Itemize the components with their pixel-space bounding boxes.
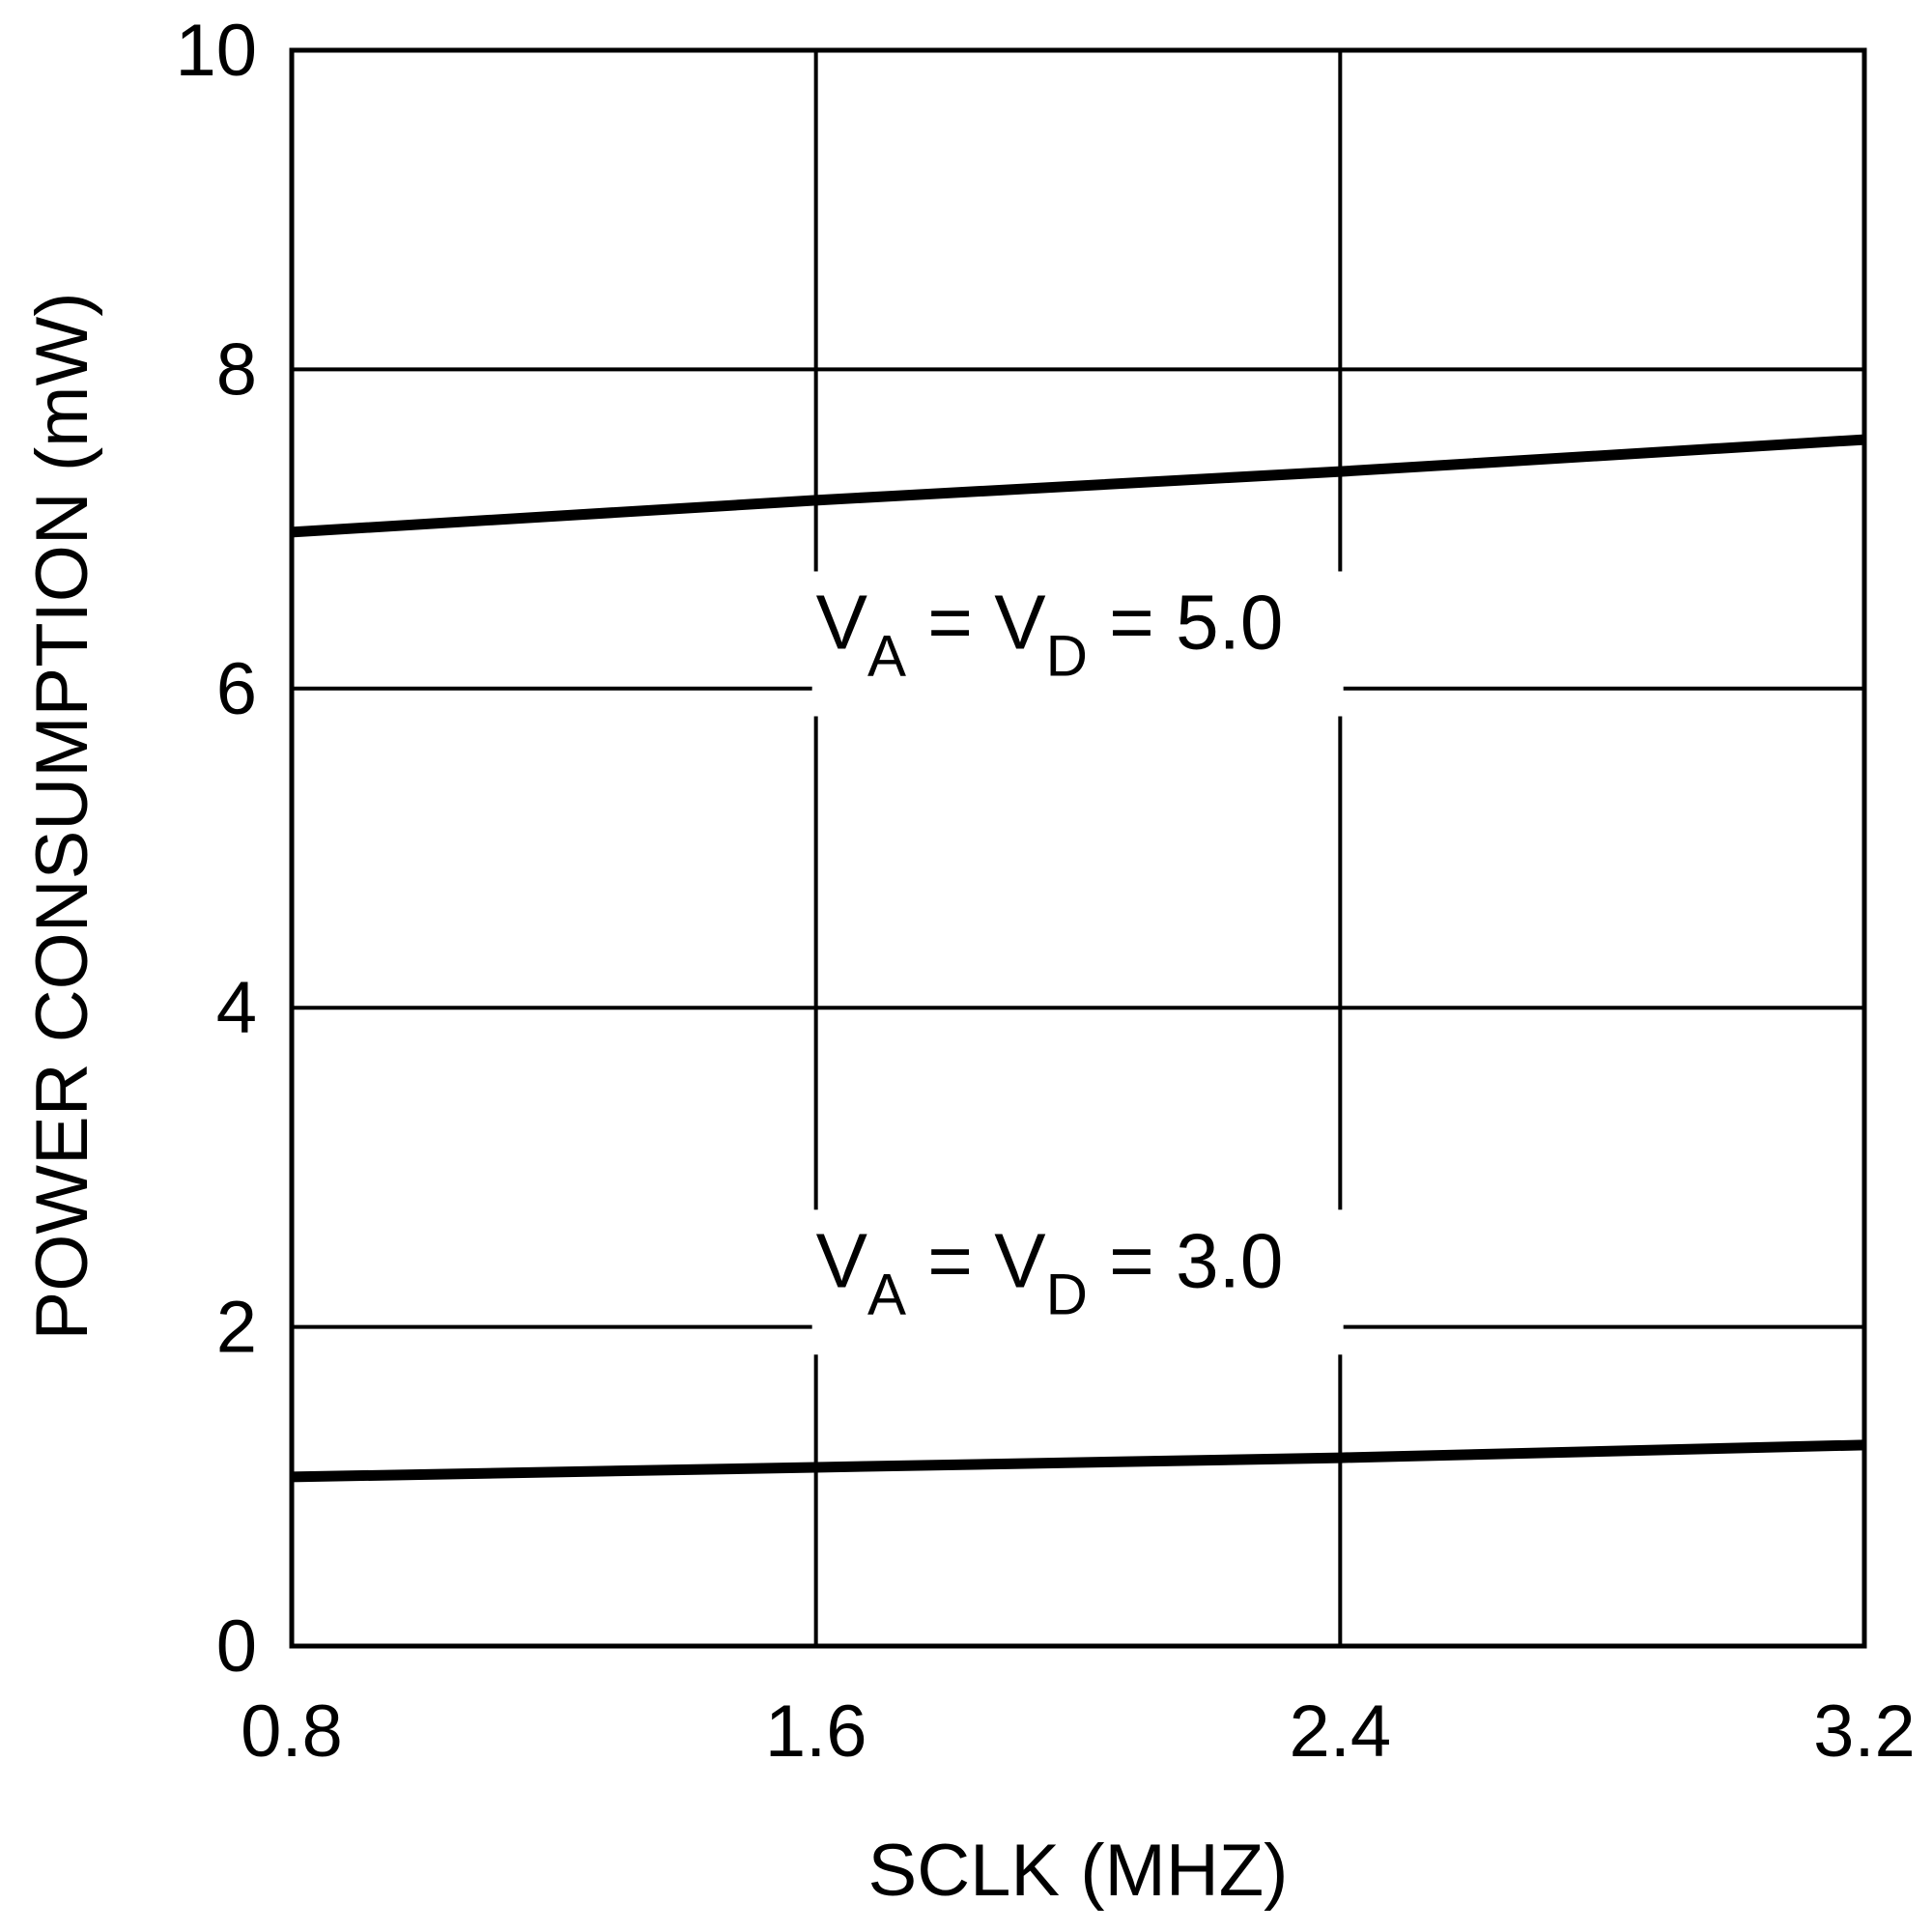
series-label-text: = V — [906, 580, 1046, 666]
series-line-2 — [291, 1439, 1865, 1483]
series-label-subscript: D — [1046, 1262, 1088, 1326]
x-tick-label: 3.2 — [1813, 1690, 1916, 1773]
series-label-background — [811, 1209, 1344, 1355]
x-tick-labels: 0.8 1.6 2.4 3.2 — [241, 1690, 1916, 1773]
x-tick-label: 2.4 — [1290, 1690, 1392, 1773]
series-label-subscript: D — [1046, 624, 1088, 689]
x-tick-label: 1.6 — [765, 1690, 867, 1773]
y-tick-label: 4 — [216, 967, 257, 1049]
grid-lines — [292, 50, 1864, 1646]
y-tick-labels: 0 2 4 6 8 10 — [175, 10, 257, 1688]
series-label-2: VA = VD = 3.0 — [816, 1217, 1284, 1326]
series-label-text: V — [816, 580, 868, 666]
series-label-subscript: A — [867, 624, 906, 689]
y-tick-label: 0 — [216, 1605, 257, 1688]
y-tick-label: 8 — [216, 328, 257, 411]
y-tick-label: 6 — [216, 648, 257, 730]
series-lines — [291, 434, 1865, 1483]
series-label-background — [811, 571, 1344, 717]
y-axis-title: POWER CONSUMPTION (mW) — [21, 292, 103, 1340]
y-tick-label: 2 — [216, 1287, 257, 1369]
y-tick-label: 10 — [175, 10, 257, 92]
series-label-text: = V — [906, 1217, 1046, 1303]
series-label-text: = 3.0 — [1088, 1217, 1283, 1303]
x-axis-title: SCLK (MHZ) — [868, 1830, 1289, 1912]
series-labels: VA = VD = 5.0VA = VD = 3.0 — [811, 571, 1344, 1355]
series-label-1: VA = VD = 5.0 — [816, 580, 1284, 689]
series-label-text: = 5.0 — [1088, 580, 1283, 666]
series-line-1 — [291, 434, 1865, 538]
series-label-subscript: A — [867, 1262, 906, 1326]
x-tick-label: 0.8 — [241, 1690, 343, 1773]
plot-frame — [289, 47, 1867, 1649]
series-label-text: V — [816, 1217, 868, 1303]
